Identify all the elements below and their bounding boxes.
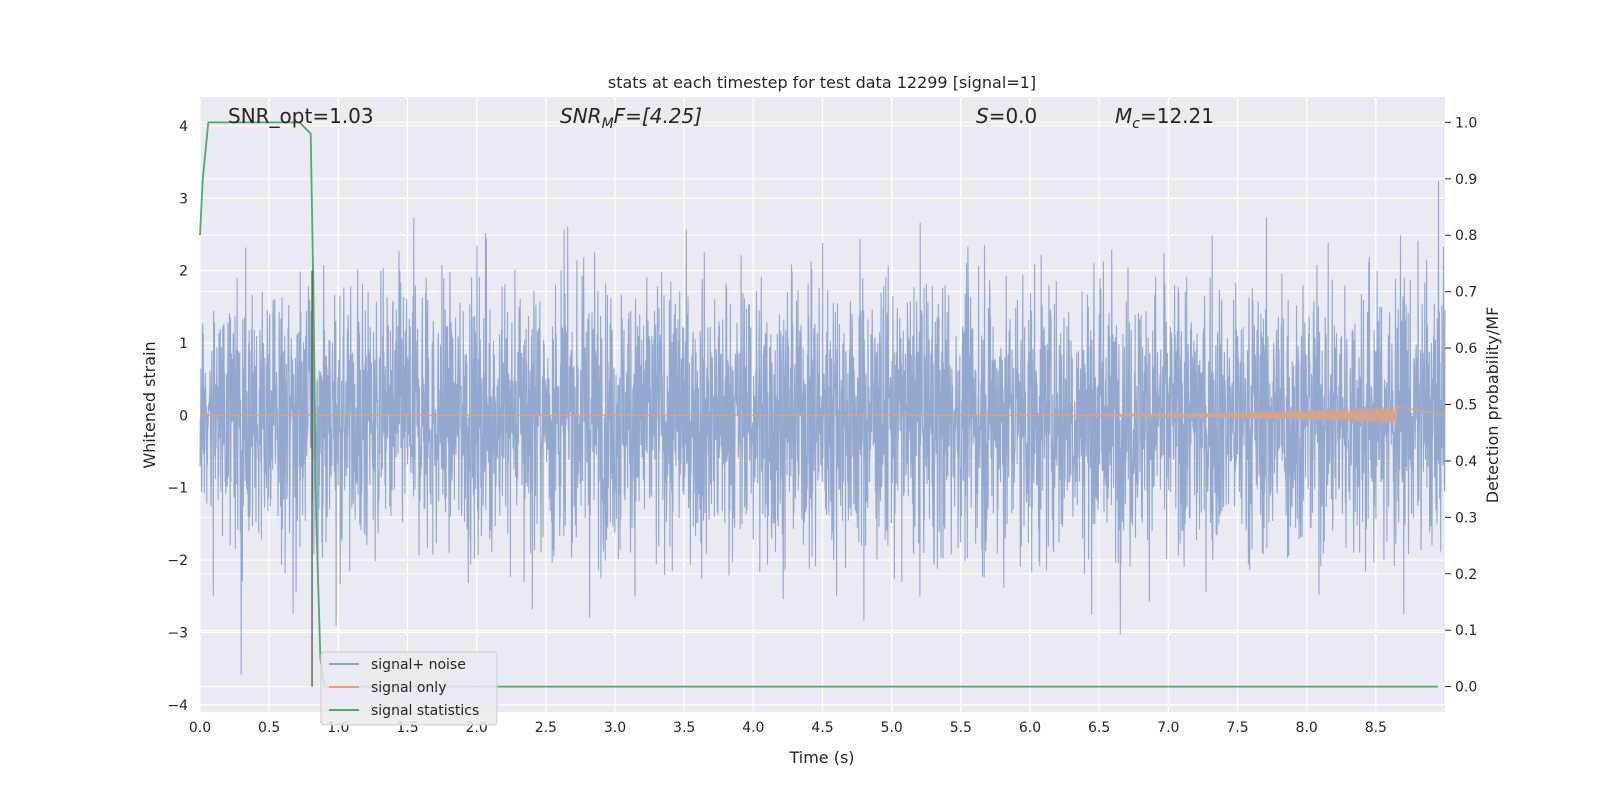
x-tick-label: 4.5	[811, 720, 833, 736]
y-tick-labels: −4 −3 −2 −1 0 1 2 3 4	[167, 119, 188, 714]
annotation-s-main: S	[976, 104, 989, 128]
y2-tick-label: 0.0	[1455, 680, 1477, 696]
x-tick-label: 3.5	[673, 720, 695, 736]
chart-title: stats at each timestep for test data 122…	[608, 73, 1036, 92]
x-tick-label: 8.0	[1296, 720, 1318, 736]
x-tick-label: 5.0	[881, 720, 903, 736]
legend: signal+ noise signal only signal statist…	[320, 651, 498, 726]
signal-statistics-line	[199, 121, 1439, 688]
annotation-snr-mf: SNRMF=[4.25]	[560, 104, 702, 132]
annotation-mc-tail: =12.21	[1140, 104, 1214, 128]
y-tick-label: −4	[167, 698, 188, 714]
y-tick-label: 3	[179, 191, 188, 207]
y-tick-label: −2	[167, 553, 188, 569]
signal-noise-series	[199, 180, 1446, 675]
y2-tick-labels: 0.0 0.1 0.2 0.3 0.4 0.5 0.6 0.7 0.8 0.9 1.0	[1445, 115, 1477, 696]
y2-tick-label: 0.4	[1455, 454, 1477, 470]
annotation-mc-sub: c	[1132, 116, 1140, 132]
annotation-mc: Mc=12.21	[1115, 104, 1214, 132]
x-tick-label: 4.0	[742, 720, 764, 736]
legend-label-signal-statistics: signal statistics	[371, 703, 479, 719]
y2-tick-label: 0.1	[1455, 623, 1477, 639]
x-axis-label: Time (s)	[788, 748, 854, 767]
annotation-snr-opt: SNR_opt=1.03	[228, 104, 374, 128]
x-tick-label: 2.5	[535, 720, 557, 736]
annotation-snr-mf-tail: F=[4.25]	[614, 104, 702, 128]
y2-tick-label: 1.0	[1455, 115, 1477, 131]
signal-statistics-series	[199, 121, 1439, 688]
y2-tick-label: 0.7	[1455, 285, 1477, 301]
legend-label-signal-only: signal only	[371, 680, 446, 696]
x-tick-label: 8.5	[1365, 720, 1387, 736]
x-tick-label: 0.0	[189, 720, 211, 736]
y2-tick-label: 0.9	[1455, 172, 1477, 188]
signal-only-line	[200, 405, 1446, 425]
y-tick-label: −3	[167, 625, 188, 641]
legend-label-signal-noise: signal+ noise	[371, 657, 466, 673]
x-tick-label: 7.0	[1157, 720, 1179, 736]
x-tick-label: 7.5	[1226, 720, 1248, 736]
y-tick-label: −1	[167, 481, 188, 497]
y-tick-label: 2	[179, 264, 188, 280]
signal-noise-line	[199, 180, 1446, 675]
annotation-mc-main: M	[1115, 104, 1132, 128]
y-tick-label: 0	[179, 408, 188, 424]
x-tick-label: 6.0	[1019, 720, 1041, 736]
x-tick-label: 5.5	[950, 720, 972, 736]
y2-tick-label: 0.5	[1455, 398, 1477, 414]
annotation-s-tail: =0.0	[989, 104, 1038, 128]
signal-only-series	[200, 405, 1446, 425]
y2-tick-label: 0.8	[1455, 228, 1477, 244]
y2-axis-label: Detection probability/MF	[1483, 307, 1502, 504]
y2-tick-label: 0.2	[1455, 567, 1477, 583]
x-tick-label: 3.0	[604, 720, 626, 736]
x-tick-label: 0.5	[258, 720, 280, 736]
y2-tick-label: 0.3	[1455, 510, 1477, 526]
y-tick-label: 1	[179, 336, 188, 352]
annotation-s: S=0.0	[976, 104, 1037, 128]
y-tick-label: 4	[179, 119, 188, 135]
annotation-snr-mf-main: SNR	[560, 104, 602, 128]
legend-box	[320, 651, 498, 726]
y2-tick-label: 0.6	[1455, 341, 1477, 357]
y-axis-label: Whitened strain	[140, 341, 159, 468]
annotation-snr-mf-sub: M	[602, 116, 614, 132]
x-tick-label: 6.5	[1088, 720, 1110, 736]
